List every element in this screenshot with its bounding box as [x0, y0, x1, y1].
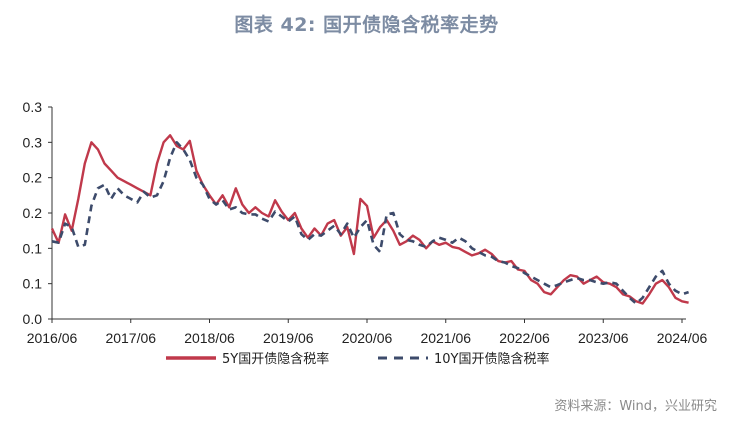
x-tick-label: 2022/06 [499, 330, 550, 346]
legend-label-1: 5Y国开债隐含税率 [222, 351, 329, 367]
x-tick-label: 2016/06 [27, 330, 78, 346]
y-tick-label: 0.1 [23, 276, 43, 292]
series-line-2 [51, 141, 690, 305]
axes: 0.0 0.1 0.1 0.2 0.2 0.3 0.3 2016/06 2017/06 2018/… [23, 99, 708, 346]
y-tick-label: 0.1 [23, 240, 43, 256]
y-tick-label: 0.0 [23, 311, 43, 327]
x-tick-label: 2019/06 [263, 330, 314, 346]
x-tick-label: 2023/06 [578, 330, 629, 346]
chart-title: 图表 42: 国开债隐含税率走势 [234, 14, 499, 36]
legend-label-2: 10Y国开债隐含税率 [434, 351, 549, 367]
x-tick-label: 2018/06 [184, 330, 235, 346]
y-tick-label: 0.2 [23, 205, 43, 221]
y-tick-label: 0.3 [23, 134, 43, 150]
y-tick-label: 0.2 [23, 170, 43, 186]
series-layer [50, 134, 690, 305]
x-tick-label: 2024/06 [657, 330, 708, 346]
y-tick-label: 0.3 [23, 99, 43, 115]
series-line-1 [50, 134, 689, 305]
source-note: 资料来源：Wind，兴业研究 [554, 399, 717, 414]
x-tick-label: 2017/06 [105, 330, 156, 346]
legend: 5Y国开债隐含税率 10Y国开债隐含税率 [166, 351, 549, 367]
x-tick-label: 2021/06 [420, 330, 471, 346]
x-tick-label: 2020/06 [342, 330, 393, 346]
